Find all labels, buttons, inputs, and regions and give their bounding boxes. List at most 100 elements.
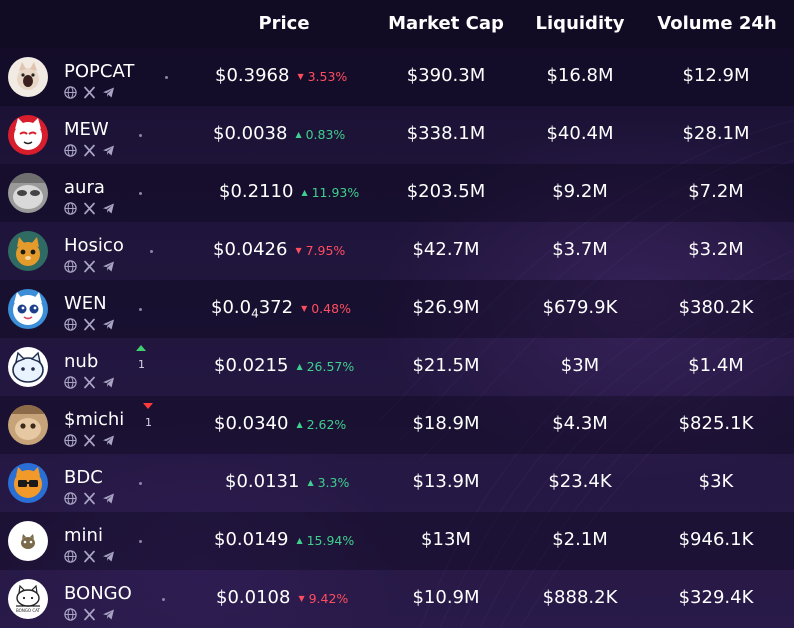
separator-dot (139, 540, 142, 543)
table-row[interactable]: $michi 1 $0.0340 ▲ 2.62% $18.9M $4.3M $825.1K (0, 396, 794, 454)
token-name[interactable]: BDC (64, 467, 103, 488)
table-row[interactable]: mini $0.0149 ▲ 15.94% $13M $2.1M $946.1K (0, 512, 794, 570)
table-row[interactable]: WEN $0.04372 ▼ 0.48% $26.9M $679.9K $380.2K (0, 280, 794, 338)
telegram-icon[interactable] (102, 84, 115, 98)
token-name[interactable]: aura (64, 177, 105, 198)
separator-dot (165, 76, 168, 79)
liquidity-cell: $4.3M (552, 413, 608, 434)
table-row[interactable]: BDC $0.0131 ▲ 3.3% $13.9M $23.4K $3K (0, 454, 794, 512)
price-change: ▼ 7.95% (295, 243, 345, 258)
x-logo-icon[interactable] (83, 258, 96, 273)
trend-down-icon (143, 403, 153, 409)
price-value: $0.0108 (216, 587, 291, 608)
price-change-value: 26.57% (306, 359, 355, 374)
arrow-down-icon: ▼ (297, 72, 304, 81)
table-row[interactable]: Hosico $0.0426 ▼ 7.95% $42.7M $3.7M $3.2M (0, 222, 794, 280)
globe-icon[interactable] (64, 606, 77, 621)
globe-icon[interactable] (64, 548, 77, 563)
telegram-icon[interactable] (102, 316, 115, 330)
table-row[interactable]: BONGO CAT BONGO $0.0108 ▼ 9.42% $10.9M $888.2K… (0, 570, 794, 628)
globe-icon[interactable] (64, 316, 77, 331)
price-change-value: 11.93% (311, 185, 360, 200)
telegram-icon[interactable] (102, 142, 115, 156)
price-cell: $0.0131 ▲ 3.3% (225, 471, 349, 492)
token-name[interactable]: POPCAT (64, 61, 135, 82)
price-change: ▲ 2.62% (296, 417, 346, 432)
volume-cell: $329.4K (678, 587, 754, 608)
column-header-volume-24h[interactable]: Volume 24h (657, 13, 777, 34)
table-row[interactable]: nub 1 $0.0215 ▲ 26.57% $21.5M $3M $1.4M (0, 338, 794, 396)
market-cap-cell: $18.9M (412, 413, 480, 434)
telegram-icon[interactable] (102, 432, 115, 446)
arrow-up-icon: ▲ (307, 478, 314, 487)
telegram-icon[interactable] (102, 374, 115, 388)
token-name[interactable]: WEN (64, 293, 107, 314)
x-logo-icon[interactable] (83, 548, 96, 563)
price-cell: $0.0038 ▲ 0.83% (213, 123, 345, 144)
market-cap-cell: $26.9M (412, 297, 480, 318)
price-change-value: 7.95% (305, 243, 346, 258)
arrow-up-icon: ▲ (296, 362, 303, 371)
globe-icon[interactable] (64, 432, 77, 447)
telegram-icon[interactable] (102, 200, 115, 214)
price-change: ▼ 9.42% (298, 591, 348, 606)
x-logo-icon[interactable] (83, 200, 96, 215)
arrow-down-icon: ▼ (298, 594, 305, 603)
liquidity-cell: $40.4M (546, 123, 614, 144)
market-cap-cell: $338.1M (406, 123, 486, 144)
table-row[interactable]: aura $0.2110 ▲ 11.93% $203.5M $9.2M $7.2M (0, 164, 794, 222)
separator-dot (139, 308, 142, 311)
token-name[interactable]: $michi (64, 409, 125, 430)
market-cap-cell: $390.3M (406, 65, 486, 86)
token-name[interactable]: nub (64, 351, 99, 372)
table-row[interactable]: POPCAT $0.3968 ▼ 3.53% $390.3M $16.8M $12.9M (0, 48, 794, 106)
volume-cell: $3K (698, 471, 734, 492)
column-header-market-cap[interactable]: Market Cap (388, 13, 504, 34)
arrow-down-icon: ▼ (295, 246, 302, 255)
globe-icon[interactable] (64, 490, 77, 505)
price-value: $0.0038 (213, 123, 288, 144)
price-suffix: 372 (258, 297, 294, 318)
market-cap-cell: $13.9M (412, 471, 480, 492)
globe-icon[interactable] (64, 258, 77, 273)
price-value: $0.2110 (219, 181, 294, 202)
volume-cell: $3.2M (688, 239, 744, 260)
price-change: ▼ 0.48% (301, 301, 351, 316)
telegram-icon[interactable] (102, 548, 115, 562)
globe-icon[interactable] (64, 200, 77, 215)
x-logo-icon[interactable] (83, 84, 96, 99)
x-logo-icon[interactable] (83, 374, 96, 389)
token-name[interactable]: Hosico (64, 235, 124, 256)
liquidity-cell: $23.4K (548, 471, 612, 492)
globe-icon[interactable] (64, 374, 77, 389)
liquidity-cell: $3M (560, 355, 600, 376)
market-cap-cell: $13M (421, 529, 471, 550)
token-name[interactable]: BONGO (64, 583, 132, 604)
table-row[interactable]: MEW $0.0038 ▲ 0.83% $338.1M $40.4M $28.1M (0, 106, 794, 164)
telegram-icon[interactable] (102, 258, 115, 272)
arrow-down-icon: ▼ (301, 304, 308, 313)
token-name[interactable]: MEW (64, 119, 109, 140)
token-name[interactable]: mini (64, 525, 103, 546)
price-change: ▲ 15.94% (296, 533, 354, 548)
price-cell: $0.0108 ▼ 9.42% (216, 587, 348, 608)
x-logo-icon[interactable] (83, 142, 96, 157)
globe-icon[interactable] (64, 142, 77, 157)
telegram-icon[interactable] (102, 490, 115, 504)
token-avatar (8, 463, 48, 503)
column-header-liquidity[interactable]: Liquidity (535, 13, 625, 34)
x-logo-icon[interactable] (83, 432, 96, 447)
separator-dot (162, 598, 165, 601)
telegram-icon[interactable] (102, 606, 115, 620)
globe-icon[interactable] (64, 84, 77, 99)
trend-count: 1 (138, 358, 145, 371)
separator-dot (150, 250, 153, 253)
market-cap-cell: $10.9M (412, 587, 480, 608)
column-header-price[interactable]: Price (258, 13, 310, 34)
x-logo-icon[interactable] (83, 316, 96, 331)
x-logo-icon[interactable] (83, 606, 96, 621)
separator-dot (139, 192, 142, 195)
x-logo-icon[interactable] (83, 490, 96, 505)
token-avatar (8, 231, 48, 271)
token-avatar (8, 405, 48, 445)
